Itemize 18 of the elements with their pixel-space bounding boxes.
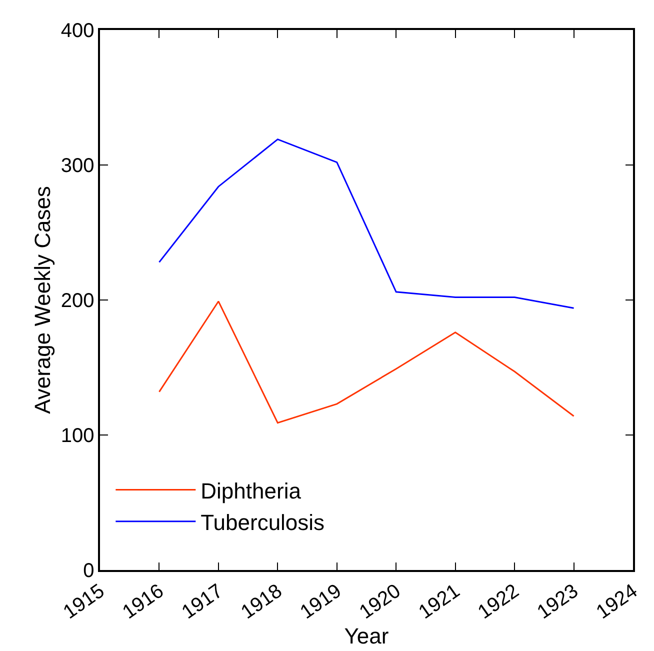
x-tick-label: 1920 — [356, 580, 405, 624]
x-axis-title: Year — [344, 624, 389, 649]
y-tick-label: 100 — [60, 425, 94, 447]
y-tick-label: 400 — [60, 20, 94, 42]
y-tick-label: 200 — [60, 290, 94, 312]
x-tick-label: 1921 — [414, 580, 464, 624]
line-series — [158, 138, 575, 309]
x-tick-label: 1922 — [474, 580, 524, 624]
x-tick-label: 1918 — [237, 580, 286, 624]
x-tick-label: 1923 — [533, 580, 582, 624]
legend-label: Tuberculosis — [200, 510, 325, 535]
x-tick-label: 1916 — [118, 580, 168, 624]
y-tick-label: 300 — [60, 155, 94, 177]
x-tick-label: 1919 — [296, 580, 346, 624]
y-tick-label: 0 — [83, 560, 94, 582]
line-series — [158, 300, 575, 424]
legend-label: Diphtheria — [200, 478, 302, 504]
y-axis-title: Average Weekly Cases — [30, 186, 56, 414]
